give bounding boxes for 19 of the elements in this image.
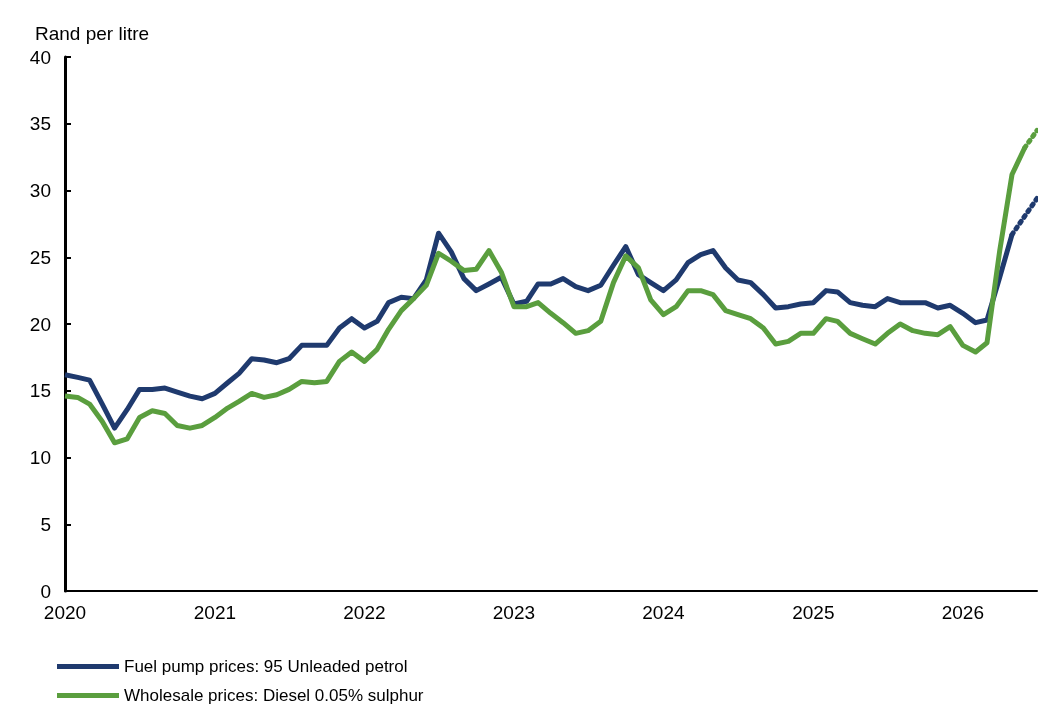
y-tick-label: 40	[29, 46, 51, 68]
x-tick-label: 2021	[193, 602, 237, 623]
x-tick-label: 2024	[642, 602, 685, 623]
y-tick-label: 15	[29, 380, 51, 402]
x-tick-label: 2026	[941, 602, 984, 623]
y-tick-label: 35	[29, 113, 51, 135]
y-tick-label: 0	[40, 580, 51, 602]
y-tick-label: 20	[29, 313, 51, 335]
x-tick-label: 2020	[43, 602, 87, 623]
legend-label: Wholesale prices: Diesel 0.05% sulphur	[124, 686, 424, 705]
y-tick-label: 10	[29, 447, 51, 468]
y-tick-label: 5	[40, 513, 51, 535]
x-tick-label: 2022	[343, 602, 386, 623]
legend-label: Fuel pump prices: 95 Unleaded petrol	[124, 657, 408, 676]
y-tick-label: 30	[29, 180, 51, 201]
x-tick-label: 2023	[492, 602, 536, 623]
y-axis-title: Rand per litre	[35, 23, 150, 44]
x-tick-label: 2025	[792, 602, 835, 623]
y-tick-label: 25	[29, 246, 51, 268]
